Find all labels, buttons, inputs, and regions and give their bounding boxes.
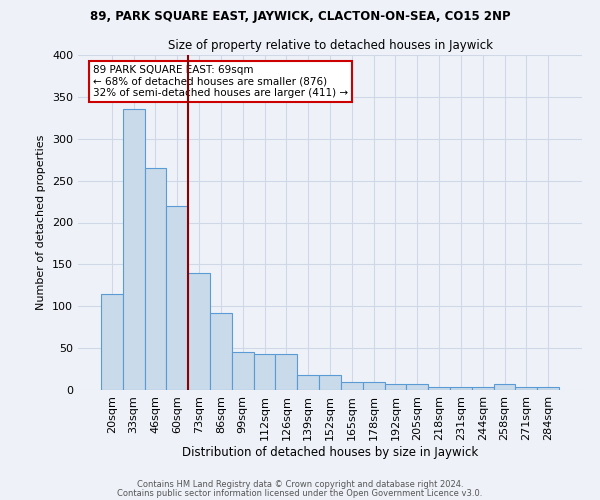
Bar (145, 168, 166, 390)
Bar (123, 110, 145, 390)
Bar (341, 382, 363, 390)
Text: Contains public sector information licensed under the Open Government Licence v3: Contains public sector information licen… (118, 490, 482, 498)
Bar (297, 375, 319, 390)
Bar (385, 384, 406, 390)
Bar (494, 384, 515, 390)
Bar (428, 386, 450, 390)
Bar (254, 354, 275, 390)
Title: Size of property relative to detached houses in Jaywick: Size of property relative to detached ho… (167, 40, 493, 52)
Bar (232, 352, 254, 390)
Bar (515, 388, 537, 390)
Bar (275, 354, 297, 390)
Bar (537, 388, 559, 390)
Bar (319, 375, 341, 390)
Bar (363, 382, 385, 390)
Text: 89 PARK SQUARE EAST: 69sqm
← 68% of detached houses are smaller (876)
32% of sem: 89 PARK SQUARE EAST: 69sqm ← 68% of deta… (93, 65, 348, 98)
Text: Contains HM Land Registry data © Crown copyright and database right 2024.: Contains HM Land Registry data © Crown c… (137, 480, 463, 489)
Bar (472, 386, 494, 390)
Bar (188, 273, 210, 390)
Text: 89, PARK SQUARE EAST, JAYWICK, CLACTON-ON-SEA, CO15 2NP: 89, PARK SQUARE EAST, JAYWICK, CLACTON-O… (89, 10, 511, 23)
Y-axis label: Number of detached properties: Number of detached properties (37, 135, 46, 310)
Bar (210, 313, 232, 390)
Bar (450, 386, 472, 390)
Bar (166, 206, 188, 390)
Bar (101, 294, 123, 390)
X-axis label: Distribution of detached houses by size in Jaywick: Distribution of detached houses by size … (182, 446, 478, 458)
Bar (406, 384, 428, 390)
